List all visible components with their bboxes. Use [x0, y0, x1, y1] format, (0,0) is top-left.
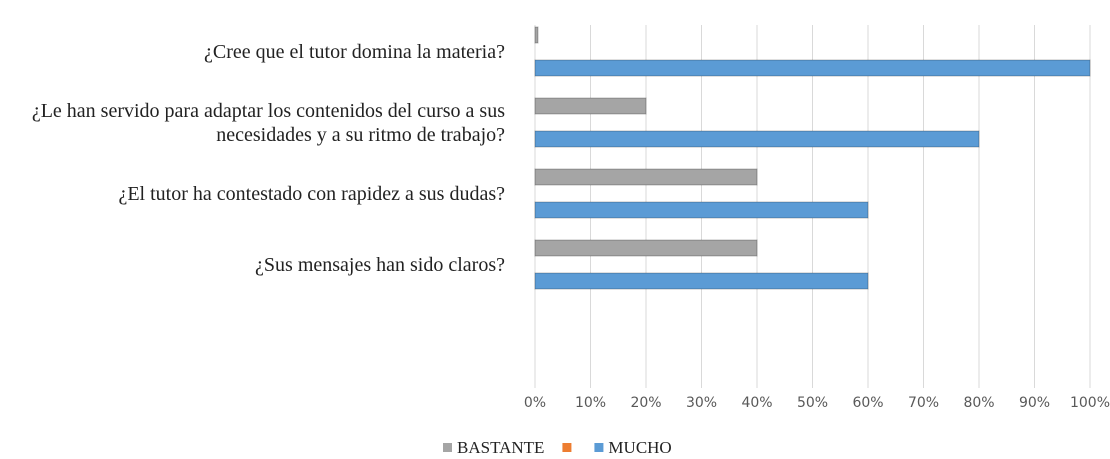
x-tick-label: 20%: [630, 395, 661, 411]
x-tick-label: 70%: [908, 395, 939, 411]
category-label: ¿Sus mensajes han sido claros?: [255, 254, 505, 276]
bar: [534, 272, 869, 290]
x-tick-label: 100%: [1070, 395, 1110, 411]
x-tick-label: 60%: [852, 395, 883, 411]
legend-swatch: [594, 443, 604, 452]
category-label: ¿El tutor ha contestado con rapidez a su…: [118, 183, 505, 205]
x-tick-label: 50%: [797, 395, 828, 411]
x-tick-label: 80%: [963, 395, 994, 411]
legend-label: BASTANTE: [457, 438, 544, 457]
bar: [534, 201, 869, 219]
x-tick-label: 90%: [1019, 395, 1050, 411]
bar: [534, 26, 539, 44]
bar: [534, 239, 758, 257]
x-tick-label: 10%: [575, 395, 606, 411]
bar: [534, 168, 758, 186]
bar: [534, 97, 647, 115]
x-tick-label: 40%: [741, 395, 772, 411]
x-tick-label: 0%: [524, 395, 546, 411]
category-label: ¿Le han servido para adaptar los conteni…: [31, 100, 505, 146]
legend-swatch: [562, 443, 572, 452]
bar: [534, 59, 1091, 77]
category-label: ¿Cree que el tutor domina la materia?: [204, 41, 505, 63]
bar: [534, 130, 980, 148]
legend-swatch: [443, 443, 452, 452]
legend-label: MUCHO: [608, 438, 671, 457]
x-tick-label: 30%: [686, 395, 717, 411]
